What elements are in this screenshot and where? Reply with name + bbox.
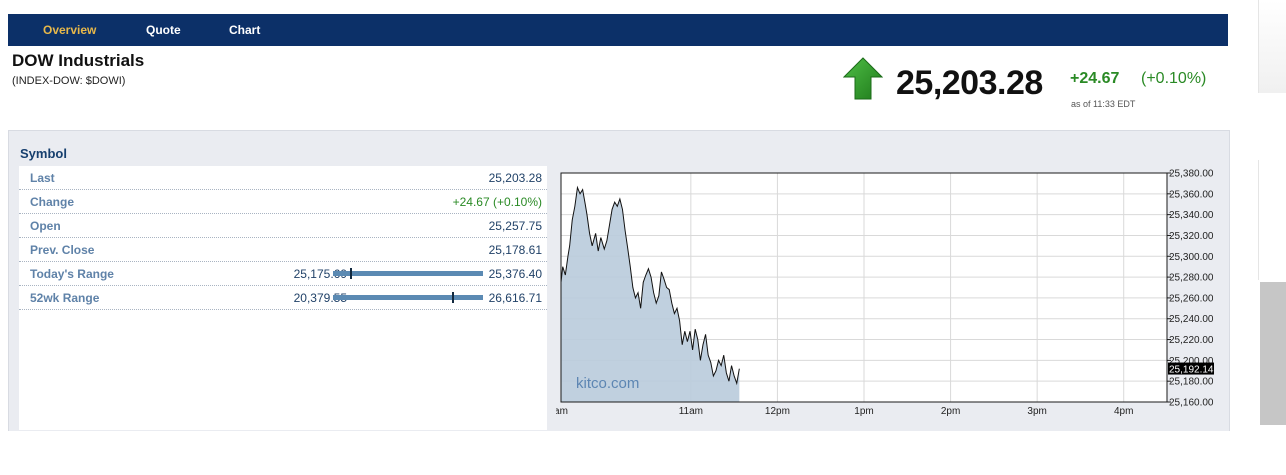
price-line bbox=[560, 185, 740, 386]
y-tick-label: 25,320.00 bbox=[1169, 231, 1214, 242]
x-tick-label: 11am bbox=[679, 406, 703, 417]
area-fill bbox=[561, 187, 740, 402]
x-tick-label: 4pm bbox=[1114, 406, 1133, 417]
range-bar bbox=[333, 292, 483, 303]
y-tick-label: 25,380.00 bbox=[1169, 169, 1214, 180]
y-tick-label: 25,160.00 bbox=[1169, 398, 1214, 409]
row-value: 25,178.61 bbox=[488, 243, 542, 257]
y-tick-label: 25,240.00 bbox=[1169, 314, 1214, 325]
range-high: 26,616.71 bbox=[488, 291, 542, 305]
up-arrow-icon bbox=[843, 57, 883, 100]
price-change-percent: (+0.10%) bbox=[1141, 70, 1207, 87]
row-label: Today's Range bbox=[30, 267, 114, 281]
quote-table: Last 25,203.28 Change +24.67 (+0.10%) Op… bbox=[19, 166, 547, 430]
kitco-watermark: kitco.com bbox=[576, 375, 639, 392]
side-panel-middle bbox=[1258, 160, 1286, 280]
table-row-52wk-range: 52wk Range 20,379.55 26,616.71 bbox=[19, 286, 547, 310]
x-tick-label: 1pm bbox=[854, 406, 873, 417]
row-value: 25,257.75 bbox=[488, 219, 542, 233]
row-label: Open bbox=[30, 219, 61, 233]
symbol-heading: Symbol bbox=[20, 146, 67, 161]
y-tick-label: 25,200.00 bbox=[1169, 356, 1214, 367]
last-value-box bbox=[1168, 362, 1214, 375]
y-tick-label: 25,180.00 bbox=[1169, 377, 1214, 388]
range-high: 25,376.40 bbox=[488, 267, 542, 281]
page-title: DOW Industrials bbox=[12, 51, 145, 70]
y-tick-label: 25,280.00 bbox=[1169, 273, 1214, 284]
range-low: 20,379.55 bbox=[293, 291, 347, 305]
range-bar bbox=[333, 268, 483, 279]
table-row-last: Last 25,203.28 bbox=[19, 166, 547, 190]
tab-quote[interactable]: Quote bbox=[146, 23, 181, 37]
y-tick-label: 25,300.00 bbox=[1169, 252, 1214, 263]
y-tick-label: 25,260.00 bbox=[1169, 293, 1214, 304]
y-tick-label: 25,340.00 bbox=[1169, 210, 1214, 221]
intraday-chart[interactable]: 25,160.00 25,180.00 25,200.00 25,220.00 25,2… bbox=[556, 166, 1228, 428]
row-value: +24.67 (+0.10%) bbox=[452, 195, 542, 209]
table-row-todays-range: Today's Range 25,175.69 25,376.40 bbox=[19, 262, 547, 286]
as-of-time: as of 11:33 EDT bbox=[1071, 99, 1136, 109]
table-row-open: Open 25,257.75 bbox=[19, 214, 547, 238]
range-marker bbox=[452, 292, 454, 303]
row-label: Change bbox=[30, 195, 75, 209]
range-low: 25,175.69 bbox=[293, 267, 347, 281]
last-price: 25,203.28 bbox=[896, 64, 1043, 102]
x-tick-label: 12pm bbox=[765, 406, 790, 417]
row-label: Last bbox=[30, 171, 55, 185]
y-tick-label: 25,360.00 bbox=[1169, 189, 1214, 200]
x-tick-label: 2pm bbox=[941, 406, 960, 417]
y-tick-label: 25,220.00 bbox=[1169, 335, 1214, 346]
plot-border bbox=[560, 172, 1168, 403]
row-value: 25,203.28 bbox=[488, 171, 542, 185]
row-label: Prev. Close bbox=[30, 243, 95, 257]
symbol-subtitle: (INDEX-DOW: $DOWI) bbox=[12, 75, 126, 87]
table-row-prev-close: Prev. Close 25,178.61 bbox=[19, 238, 547, 262]
x-tick-label: am bbox=[556, 406, 568, 417]
range-marker bbox=[350, 268, 352, 279]
page-scrollbar[interactable] bbox=[1260, 282, 1286, 425]
table-row-change: Change +24.67 (+0.10%) bbox=[19, 190, 547, 214]
row-label: 52wk Range bbox=[30, 291, 100, 305]
tab-overview[interactable]: Overview bbox=[43, 23, 97, 37]
x-tick-label: 3pm bbox=[1027, 406, 1046, 417]
price-change: +24.67 bbox=[1070, 70, 1120, 87]
side-panel-top bbox=[1258, 0, 1286, 93]
top-nav: Overview Quote Chart bbox=[8, 14, 1228, 46]
last-value-label: 25,192.14 bbox=[1169, 365, 1214, 376]
tab-chart[interactable]: Chart bbox=[229, 23, 261, 37]
